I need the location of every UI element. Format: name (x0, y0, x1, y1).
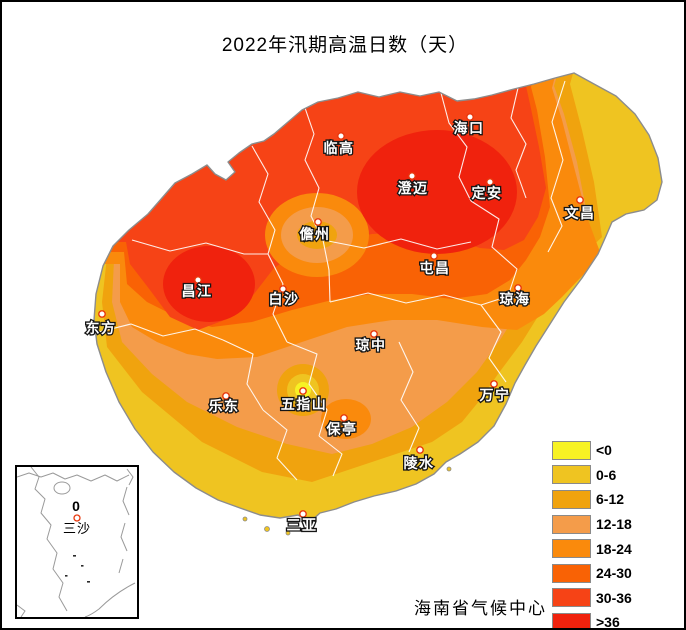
legend-label: 0-6 (596, 466, 617, 483)
islet (285, 530, 291, 536)
legend-row: 6-12 (552, 487, 632, 512)
legend-label: 24-30 (596, 565, 632, 582)
city-label: 屯昌 (420, 260, 451, 276)
city-marker (194, 276, 202, 284)
legend-label: >36 (596, 614, 620, 630)
city-marker (279, 285, 287, 293)
city-marker (370, 330, 378, 338)
city-label: 定安 (472, 185, 503, 201)
coastline (93, 72, 663, 523)
inset-coastlines (16, 466, 136, 618)
legend-row: >36 (552, 610, 632, 630)
city-marker (337, 132, 345, 140)
city-marker (486, 178, 494, 186)
city-marker (299, 387, 307, 395)
city-marker (222, 392, 230, 400)
county-boundaries (98, 80, 566, 481)
city-label: 白沙 (269, 291, 300, 307)
city-marker (408, 172, 416, 180)
legend-label: 12-18 (596, 516, 632, 533)
hot-core-changjiang (163, 246, 255, 322)
city-label: 文昌 (565, 205, 596, 221)
city-label: 东方 (86, 320, 117, 336)
city-marker (98, 310, 106, 318)
danzhou-pocket-inner (297, 221, 337, 249)
city-marker (466, 113, 474, 121)
city-label: 昌江 (182, 283, 213, 299)
city-marker (314, 218, 322, 226)
city-label: 琼海 (500, 291, 531, 307)
legend-swatch (552, 612, 591, 628)
legend-label: 30-36 (596, 589, 632, 606)
islet (264, 526, 270, 532)
inset-city-label: 三沙 (63, 521, 91, 536)
city-marker (514, 284, 522, 292)
legend-row: 12-18 (552, 512, 632, 537)
inset-svg: 0 三沙 (16, 466, 136, 618)
city-label: 临高 (324, 140, 355, 156)
legend-swatch (552, 440, 591, 460)
legend-swatch (552, 465, 591, 485)
legend-swatch (552, 489, 591, 509)
legend-row: 18-24 (552, 536, 632, 561)
city-marker (576, 196, 584, 204)
inset-city-marker (73, 514, 81, 522)
city-marker (430, 252, 438, 260)
credit-text: 海南省气候中心 (414, 599, 547, 618)
city-marker (299, 510, 307, 518)
city-layer: 海口临高澄迈 定安文昌儋州屯昌昌江白沙 琼海东方琼中万宁乐东 五指山保亭陵水三亚 (84, 113, 596, 534)
city-marker (340, 414, 348, 422)
city-label: 琼中 (356, 337, 387, 353)
legend-swatch (552, 563, 591, 583)
city-label: 儋州 (300, 226, 331, 242)
city-label: 三亚 (287, 517, 318, 533)
map-title: 2022年汛期高温日数（天） (221, 35, 469, 56)
legend-label: 6-12 (596, 491, 625, 508)
legend-swatch (552, 539, 591, 559)
city-label: 海口 (454, 120, 485, 136)
city-label: 万宁 (479, 387, 511, 403)
inset-value: 0 (72, 498, 80, 514)
legend-row: <0 (552, 438, 632, 463)
inset-islets (65, 555, 90, 583)
legend-label: <0 (596, 442, 612, 459)
islet (242, 516, 248, 522)
city-label: 保亭 (326, 421, 358, 437)
offshore-islets (242, 466, 452, 536)
legend-swatch (552, 514, 591, 534)
city-label: 五指山 (281, 396, 328, 412)
legend-swatch (552, 588, 591, 608)
legend-label: 18-24 (596, 540, 632, 557)
legend-row: 24-30 (552, 561, 632, 586)
city-marker (490, 380, 498, 388)
city-label: 乐东 (209, 398, 240, 414)
legend: <0 0-6 6-12 12-18 18-24 24-30 30-36 >36 (552, 438, 632, 630)
legend-row: 0-6 (552, 463, 632, 488)
inset-map: 0 三沙 (15, 465, 139, 619)
city-label: 澄迈 (398, 180, 429, 196)
legend-row: 30-36 (552, 586, 632, 611)
city-label: 陵水 (404, 455, 435, 471)
city-marker (416, 446, 424, 454)
hot-core-chengmai-dingan (357, 130, 517, 254)
islet (446, 466, 452, 472)
